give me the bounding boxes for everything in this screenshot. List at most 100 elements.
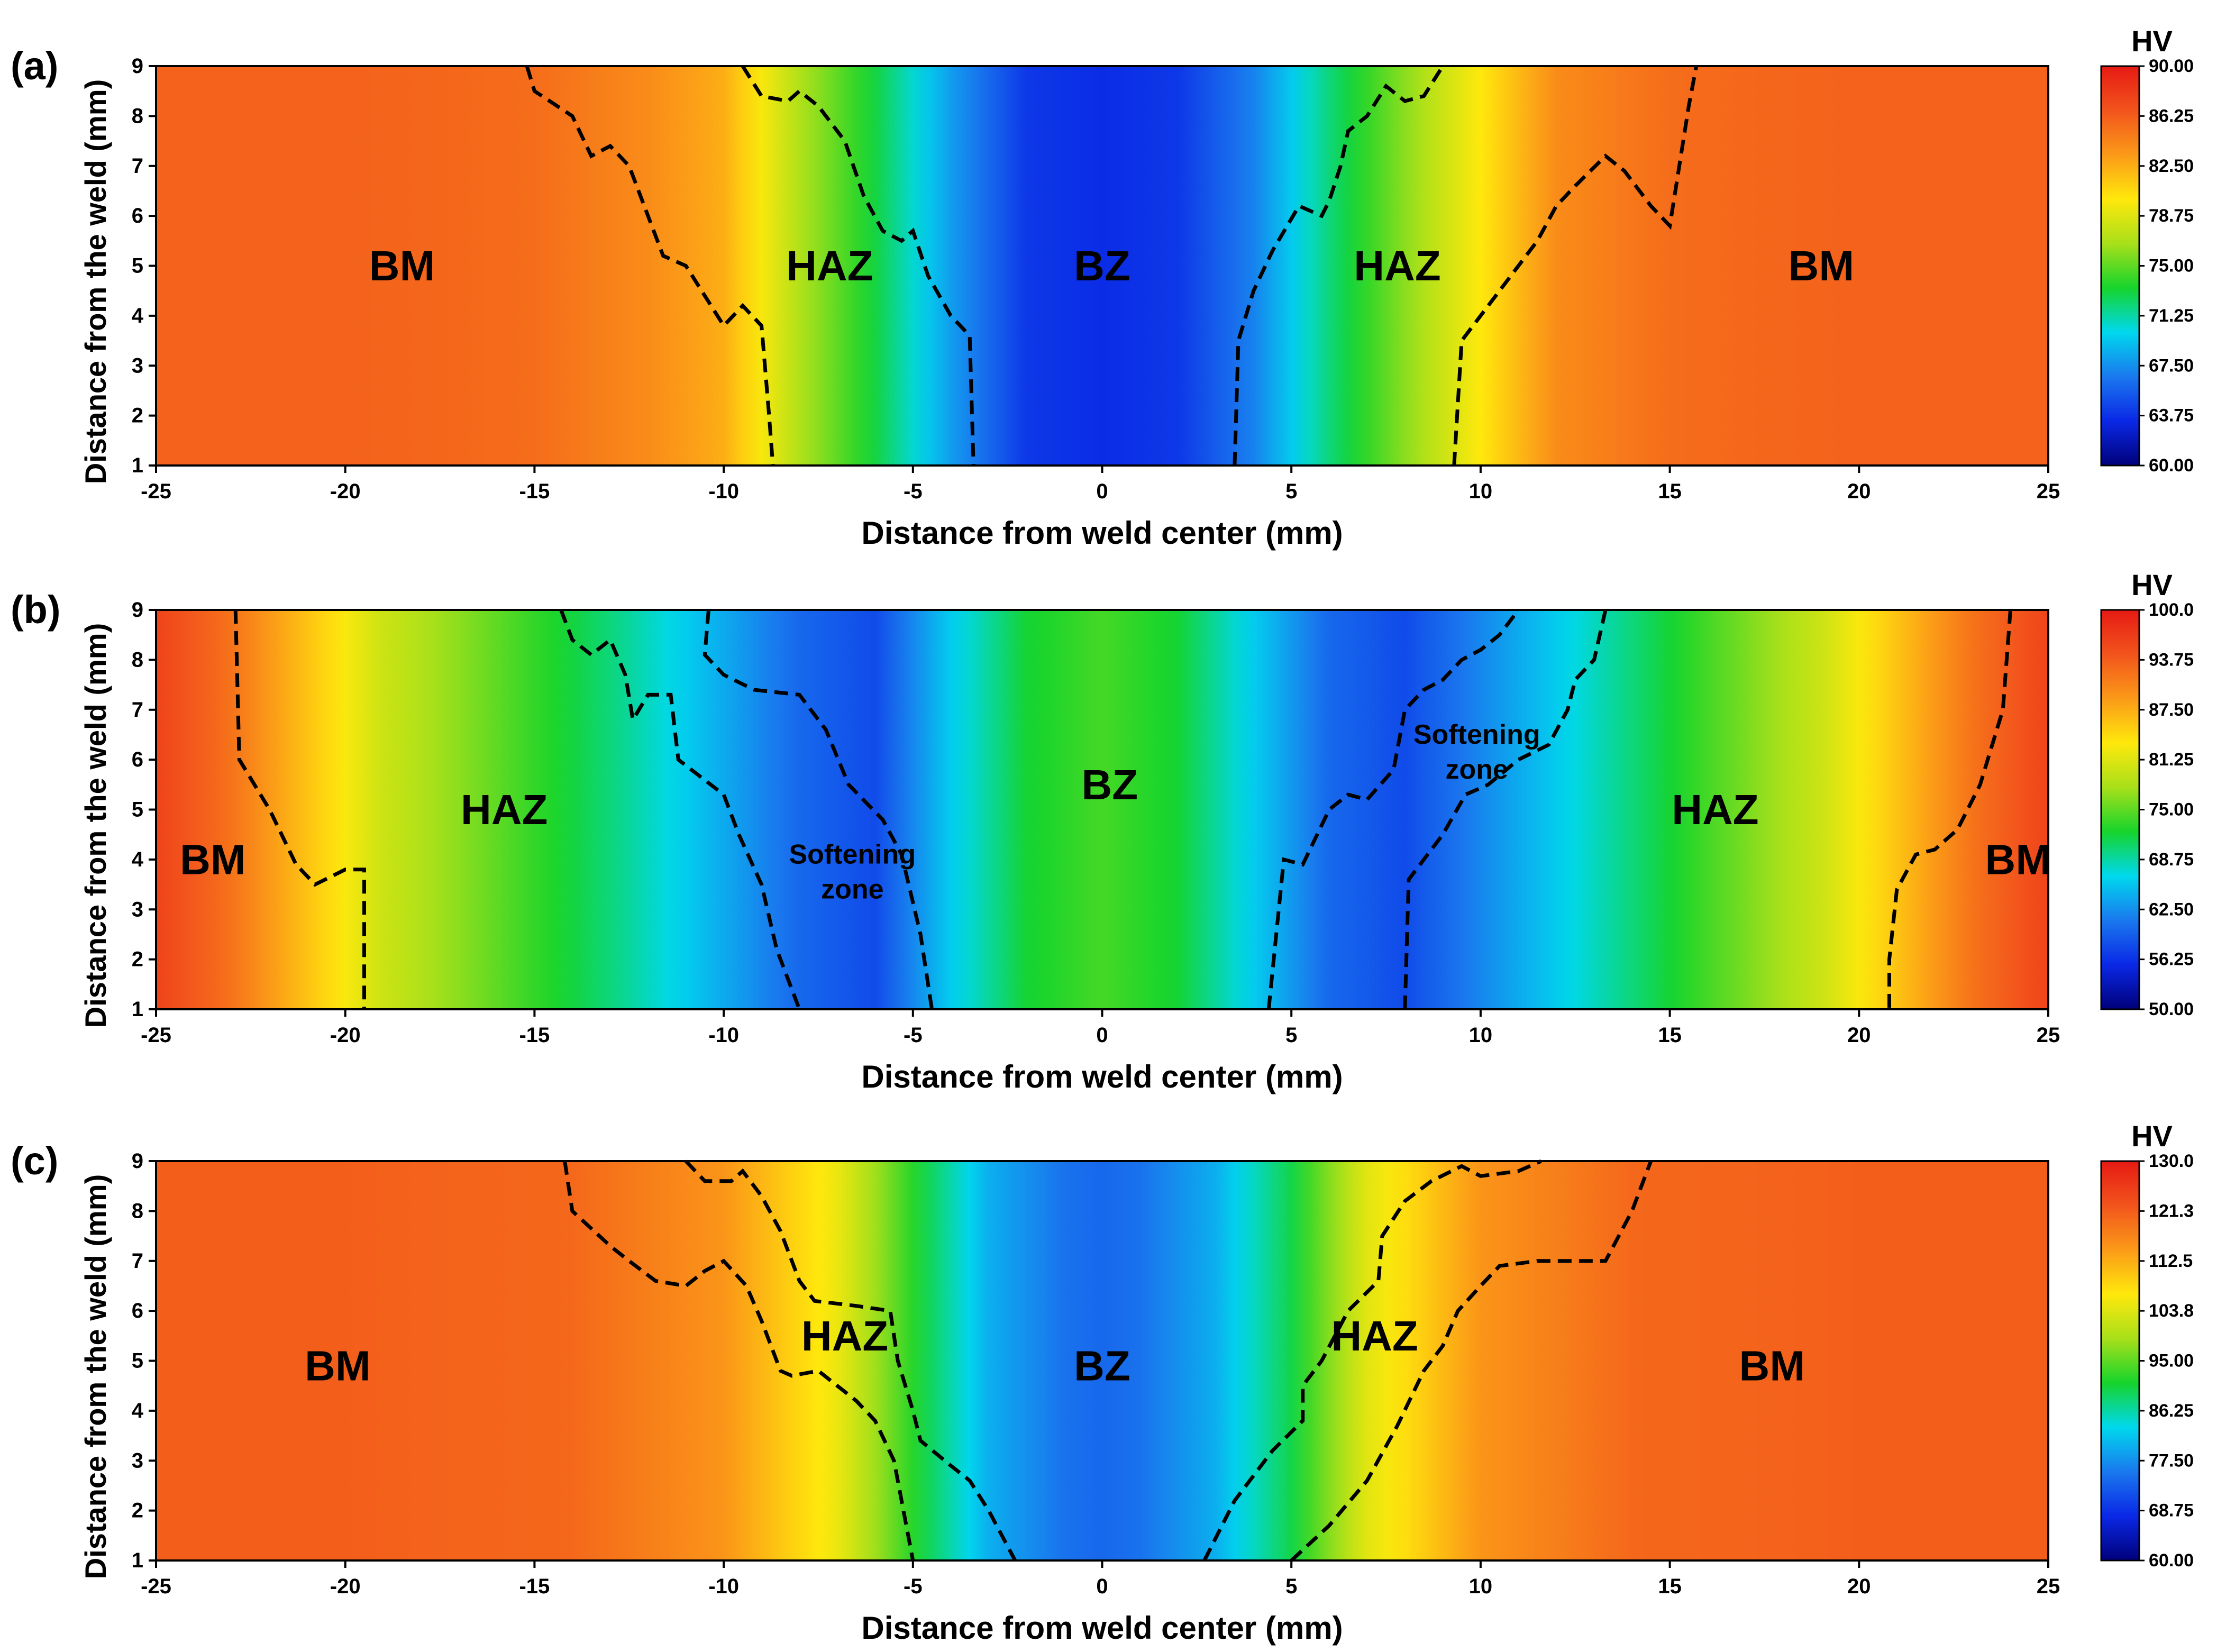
y-tick-label: 1	[132, 1549, 143, 1572]
colorbar-tick-label: 56.25	[2149, 950, 2194, 970]
x-tick-label: 15	[1658, 1575, 1682, 1598]
heatmap-field	[156, 66, 2048, 466]
colorbar	[2100, 1160, 2140, 1562]
y-tick-label: 7	[132, 1249, 143, 1273]
colorbar-tick-label: 75.00	[2149, 256, 2194, 276]
x-tick-label: 15	[1658, 1024, 1682, 1047]
x-tick-label: -10	[708, 480, 739, 503]
colorbar-tick-label: 60.00	[2149, 455, 2194, 476]
x-tick-label: 20	[1847, 480, 1871, 503]
y-tick-label: 4	[132, 1399, 144, 1422]
y-tick-label: 2	[132, 404, 143, 427]
zone-label: HAZ	[786, 242, 873, 289]
colorbar-tick-label: 100.0	[2149, 600, 2194, 620]
colorbar-tick-label: 90.00	[2149, 56, 2194, 76]
zone-boundary-5	[1403, 609, 1608, 1010]
x-axis-title: Distance from weld center (mm)	[861, 1059, 1343, 1094]
x-tick-label: -10	[708, 1575, 739, 1598]
x-tick-label: -15	[519, 1575, 550, 1598]
colorbar-tick-label: 95.00	[2149, 1351, 2194, 1371]
y-tick-label: 7	[132, 698, 143, 722]
x-tick-label: 5	[1285, 1024, 1297, 1047]
zone-label: Softening	[789, 839, 916, 870]
colorbar-tick-label: 81.25	[2149, 750, 2194, 770]
x-tick-label: -20	[330, 1575, 361, 1598]
colorbar-tick-label: 93.75	[2149, 650, 2194, 670]
x-tick-label: -15	[519, 480, 550, 503]
panel-label: (b)	[11, 588, 61, 632]
y-axis-title: Distance from the weld (mm)	[79, 79, 112, 484]
colorbar-tick-label: 130.0	[2149, 1151, 2194, 1171]
colorbar-title: HV	[2131, 24, 2173, 58]
y-tick-label: 5	[132, 254, 143, 278]
zone-label: zone	[821, 874, 883, 905]
x-axis-title: Distance from weld center (mm)	[861, 1610, 1343, 1646]
y-tick-label: 1	[132, 454, 143, 477]
panel-label: (c)	[11, 1139, 58, 1183]
colorbar-tick-label: 68.75	[2149, 1501, 2194, 1521]
colorbar-tick-label: 86.25	[2149, 1401, 2194, 1421]
zone-label: BM	[1739, 1342, 1805, 1389]
colorbar-tick-label: 121.3	[2149, 1201, 2194, 1221]
y-tick-label: 4	[132, 304, 144, 327]
x-tick-label: -5	[904, 1575, 923, 1598]
x-tick-label: 25	[2037, 1575, 2060, 1598]
x-axis-title: Distance from weld center (mm)	[861, 515, 1343, 551]
y-tick-label: 5	[132, 1349, 143, 1373]
colorbar-tick-label: 67.50	[2149, 355, 2194, 376]
zone-label: BM	[305, 1342, 370, 1389]
x-tick-label: 10	[1469, 480, 1493, 503]
zone-label: zone	[1446, 754, 1508, 785]
zone-boundary-1	[233, 609, 366, 1009]
panel-c: BM HAZ BZ HAZ BM -25 -20 -15 -10 -5 0 5 10 15 20 25 1 2 3 4…	[11, 1119, 2194, 1646]
zone-label: HAZ	[1672, 786, 1758, 833]
zone-boundary-6	[1887, 609, 2012, 1009]
colorbar-tick-label: 62.50	[2149, 899, 2194, 919]
zone-label: HAZ	[1331, 1312, 1418, 1359]
zone-label: BZ	[1081, 761, 1138, 808]
zone-label: Softening	[1413, 719, 1540, 750]
x-tick-label: -25	[141, 480, 171, 503]
colorbar-tick-label: 75.00	[2149, 800, 2194, 820]
x-tick-label: -5	[904, 480, 923, 503]
zone-boundary-2	[559, 609, 801, 1010]
x-tick-label: -5	[904, 1024, 923, 1047]
zone-label: HAZ	[1354, 242, 1440, 289]
zone-boundary-2	[685, 1160, 1017, 1562]
colorbar-tick-label: 87.50	[2149, 700, 2194, 720]
colorbar-tick-label: 63.75	[2149, 406, 2194, 426]
colorbar-tick-label: 86.25	[2149, 106, 2194, 126]
zone-label: HAZ	[801, 1312, 888, 1359]
y-tick-label: 9	[132, 598, 143, 622]
x-tick-label: 0	[1096, 1024, 1108, 1047]
x-tick-label: 0	[1096, 1575, 1108, 1598]
zone-label: BZ	[1074, 242, 1130, 289]
x-tick-label: -20	[330, 480, 361, 503]
colorbar-tick-label: 77.50	[2149, 1450, 2194, 1471]
colorbar-tick-label: 50.00	[2149, 999, 2194, 1019]
panel-b: BM HAZ Softening zone BZ Softening zone HAZ BM -2…	[11, 568, 2194, 1094]
x-tick-label: -25	[141, 1024, 171, 1047]
y-tick-label: 3	[132, 898, 143, 921]
panel-a: BM HAZ BZ HAZ BM -25 -20 -15 -10 -5 0 5 10 15 20 25 1 2 3 4…	[11, 24, 2194, 551]
x-tick-label: 0	[1096, 480, 1108, 503]
colorbar-tick-label: 68.75	[2149, 850, 2194, 870]
y-tick-label: 3	[132, 1449, 143, 1472]
heatmap-field	[156, 610, 2048, 1009]
y-tick-label: 9	[132, 54, 143, 78]
x-tick-label: 25	[2037, 1024, 2060, 1047]
y-tick-label: 3	[132, 354, 143, 377]
zone-label: BM	[369, 242, 435, 289]
zone-label: BM	[180, 836, 245, 883]
x-tick-label: 15	[1658, 480, 1682, 503]
y-tick-label: 6	[132, 748, 143, 771]
y-tick-label: 8	[132, 1199, 143, 1222]
x-tick-label: 10	[1469, 1575, 1493, 1598]
zone-boundary-3	[1233, 65, 1445, 466]
x-tick-label: 20	[1847, 1024, 1871, 1047]
zone-label: BM	[1789, 242, 1854, 289]
x-tick-label: 10	[1469, 1024, 1493, 1047]
y-tick-label: 2	[132, 1499, 143, 1522]
zone-label: BZ	[1074, 1342, 1130, 1389]
y-axis-title: Distance from the weld (mm)	[79, 623, 112, 1028]
